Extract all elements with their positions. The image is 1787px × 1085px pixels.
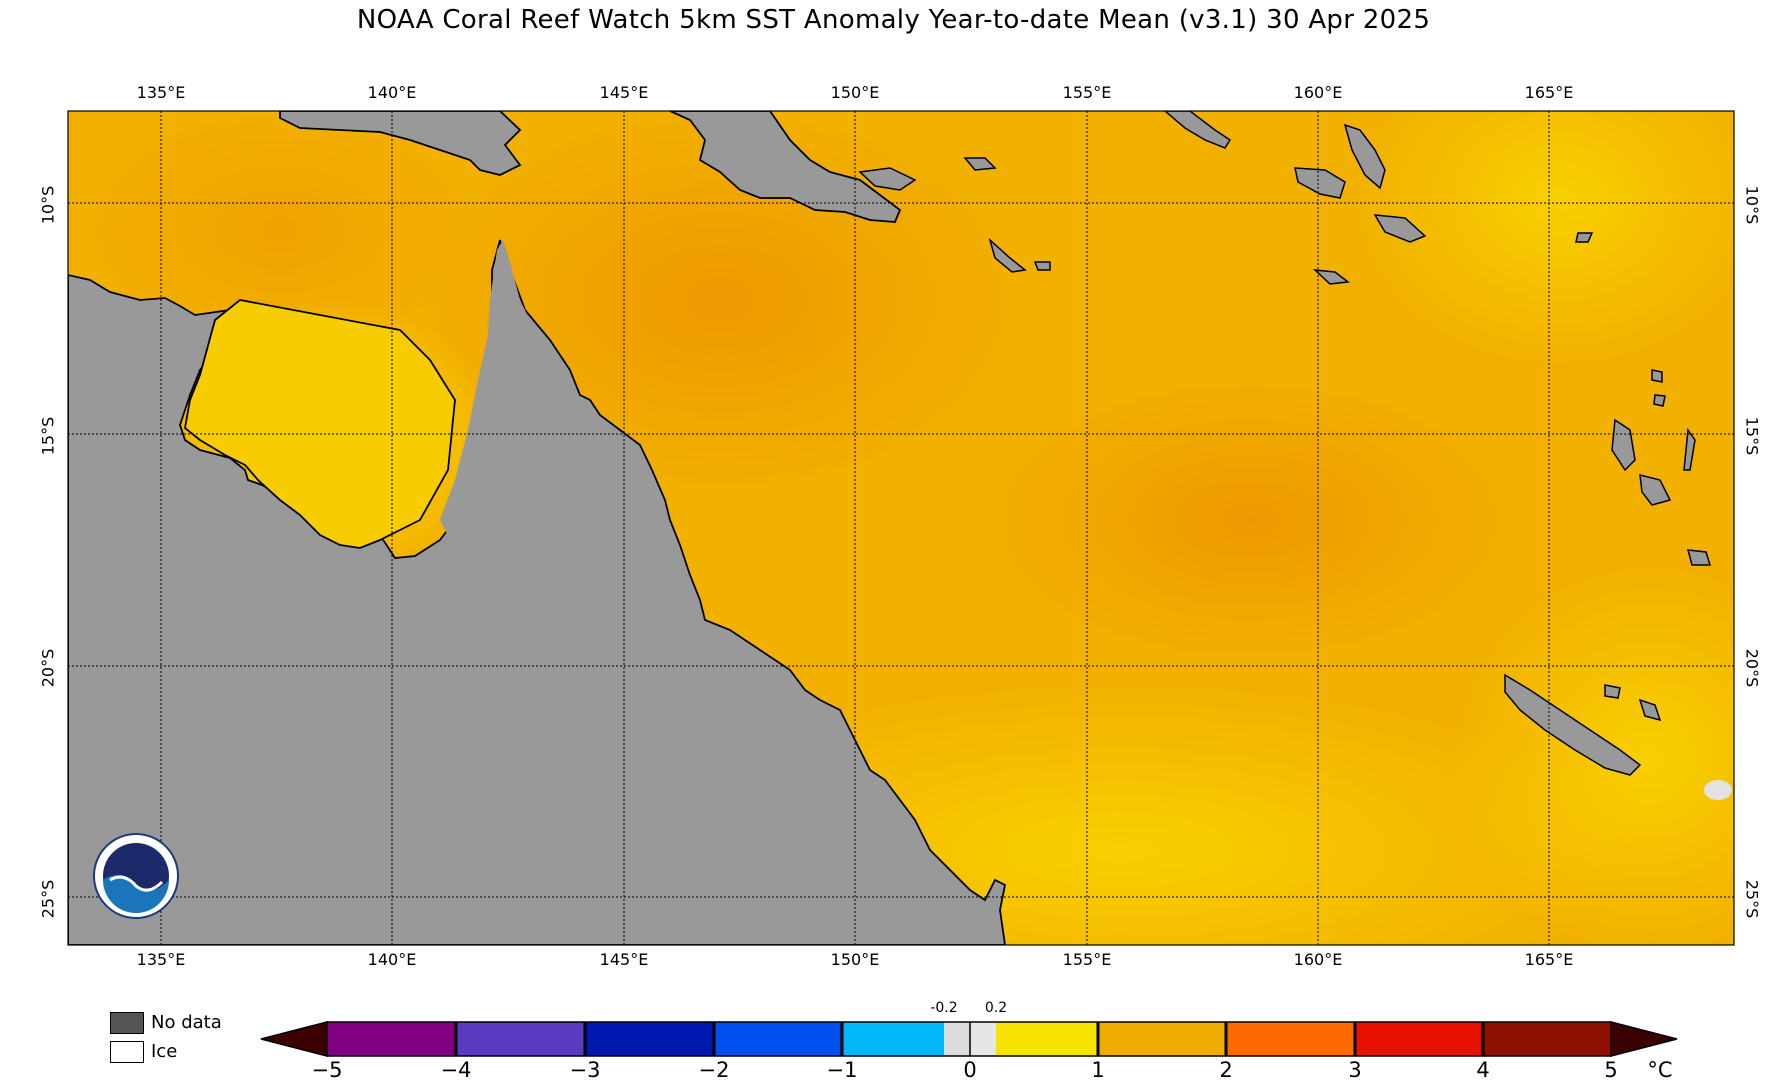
- land-solomon-islands: [1163, 111, 1232, 149]
- lat-tick-right: 20°S: [1742, 648, 1762, 688]
- colorbar-high-arrow: [1610, 1021, 1678, 1057]
- lat-tick-left: 15°S: [38, 416, 58, 456]
- colorbar-tick-label: −3: [569, 1058, 601, 1082]
- lat-tick-left: 20°S: [38, 648, 58, 688]
- lat-tick-right: 15°S: [1742, 416, 1762, 456]
- lat-tick-left: 25°S: [38, 879, 58, 919]
- land-new-guinea: [279, 111, 522, 176]
- colorbar-small-label: 0.2: [984, 1000, 1008, 1016]
- map-title: NOAA Coral Reef Watch 5km SST Anomaly Ye…: [356, 5, 1431, 35]
- lon-tick-top: 135°E: [136, 83, 186, 102]
- colorbar-low-arrow: [260, 1021, 328, 1057]
- lon-tick-bottom: 160°E: [1293, 950, 1343, 969]
- lat-tick-right: 10°S: [1742, 185, 1762, 225]
- anomaly-hotspot: [990, 380, 1510, 660]
- colorbar: [260, 1021, 1678, 1057]
- colorbar-tick-label: 5: [1604, 1058, 1618, 1082]
- colorbar-tick-label: 1: [1091, 1058, 1105, 1082]
- colorbar-tick-label: 0: [963, 1058, 977, 1082]
- no-data-label: No data: [151, 1012, 222, 1033]
- gulf-of-carpentaria: [184, 299, 456, 549]
- lat-tick-right: 25°S: [1742, 879, 1762, 919]
- lon-tick-bottom: 150°E: [830, 950, 880, 969]
- lon-tick-top: 145°E: [599, 83, 649, 102]
- ice-swatch: [110, 1041, 144, 1063]
- lat-tick-left: 10°S: [38, 185, 58, 225]
- colorbar-tick-label: −2: [698, 1058, 730, 1082]
- ice-label: Ice: [151, 1041, 178, 1062]
- ice-patch: [1704, 780, 1732, 800]
- land-vanuatu: [1611, 418, 1636, 472]
- colorbar-tick-label: −1: [826, 1058, 858, 1082]
- colorbar-small-label: -0.2: [930, 1000, 958, 1016]
- colorbar-tick-label: 2: [1219, 1058, 1233, 1082]
- map-frame: [67, 110, 1735, 946]
- land-new-caledonia: [1504, 673, 1642, 776]
- no-data-swatch: [110, 1012, 144, 1034]
- colorbar-tick-label: −5: [311, 1058, 343, 1082]
- lon-tick-top: 155°E: [1062, 83, 1112, 102]
- colorbar-unit: °C: [1647, 1058, 1673, 1082]
- lon-tick-bottom: 140°E: [367, 950, 417, 969]
- lon-tick-bottom: 165°E: [1524, 950, 1574, 969]
- colorbar-tick-label: 4: [1476, 1058, 1490, 1082]
- lon-tick-top: 160°E: [1293, 83, 1343, 102]
- lon-tick-top: 165°E: [1524, 83, 1574, 102]
- lon-tick-bottom: 135°E: [136, 950, 186, 969]
- colorbar-tick-label: −4: [440, 1058, 472, 1082]
- land-png: [669, 111, 902, 223]
- gridlines: [68, 111, 1734, 945]
- noaa-logo: [93, 833, 179, 919]
- lon-tick-top: 140°E: [367, 83, 417, 102]
- lon-tick-top: 150°E: [830, 83, 880, 102]
- lon-tick-bottom: 155°E: [1062, 950, 1112, 969]
- lon-tick-bottom: 145°E: [599, 950, 649, 969]
- colorbar-tick-label: 3: [1348, 1058, 1362, 1082]
